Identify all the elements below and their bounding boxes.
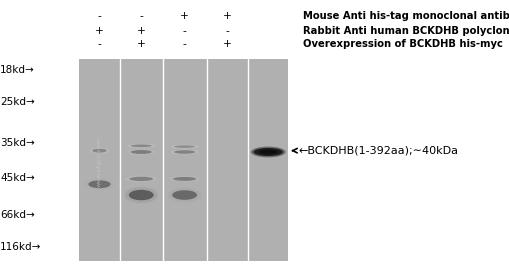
Text: 35kd→: 35kd→ xyxy=(0,137,35,148)
Ellipse shape xyxy=(130,150,152,154)
Ellipse shape xyxy=(174,146,195,148)
Ellipse shape xyxy=(127,149,155,155)
Ellipse shape xyxy=(250,147,285,157)
Text: +: + xyxy=(136,26,146,36)
Text: Rabbit Anti human BCKDHB polyclonal antibody: Rabbit Anti human BCKDHB polyclonal anti… xyxy=(303,26,509,36)
Ellipse shape xyxy=(125,175,157,182)
Text: 18kd→: 18kd→ xyxy=(0,65,35,75)
Text: 45kd→: 45kd→ xyxy=(0,172,35,183)
Text: +: + xyxy=(222,11,232,21)
Ellipse shape xyxy=(170,149,199,155)
Ellipse shape xyxy=(130,144,152,147)
Ellipse shape xyxy=(258,150,277,154)
Text: ←BCKDHB(1-392aa);∼40kDa: ←BCKDHB(1-392aa);∼40kDa xyxy=(292,146,458,156)
Text: -: - xyxy=(139,11,143,21)
Ellipse shape xyxy=(88,180,110,188)
Ellipse shape xyxy=(129,190,153,200)
Text: +: + xyxy=(180,11,189,21)
Ellipse shape xyxy=(92,149,106,153)
Bar xyxy=(79,59,288,261)
Ellipse shape xyxy=(169,176,200,182)
Text: Mouse Anti his-tag monoclonal antibody: Mouse Anti his-tag monoclonal antibody xyxy=(303,11,509,21)
Text: -: - xyxy=(182,39,186,49)
Text: +: + xyxy=(95,26,104,36)
Text: -: - xyxy=(182,26,186,36)
Ellipse shape xyxy=(84,178,114,190)
Text: -: - xyxy=(225,26,229,36)
Ellipse shape xyxy=(170,145,199,148)
Ellipse shape xyxy=(255,148,281,155)
Ellipse shape xyxy=(125,187,158,203)
Ellipse shape xyxy=(129,177,153,181)
Text: -: - xyxy=(97,39,101,49)
Text: 116kd→: 116kd→ xyxy=(0,242,41,253)
Text: -: - xyxy=(97,11,101,21)
Text: Overexpression of BCKDHB his-myc: Overexpression of BCKDHB his-myc xyxy=(303,39,502,49)
Ellipse shape xyxy=(253,148,282,156)
Ellipse shape xyxy=(173,177,195,181)
Text: 66kd→: 66kd→ xyxy=(0,210,35,220)
Text: www.ptgcn.com: www.ptgcn.com xyxy=(97,136,102,186)
Text: 25kd→: 25kd→ xyxy=(0,97,35,107)
Ellipse shape xyxy=(250,147,285,157)
Ellipse shape xyxy=(127,144,155,148)
Ellipse shape xyxy=(172,190,196,200)
Ellipse shape xyxy=(174,150,195,154)
Text: +: + xyxy=(222,39,232,49)
Ellipse shape xyxy=(90,148,109,154)
Text: +: + xyxy=(136,39,146,49)
Ellipse shape xyxy=(168,188,201,202)
